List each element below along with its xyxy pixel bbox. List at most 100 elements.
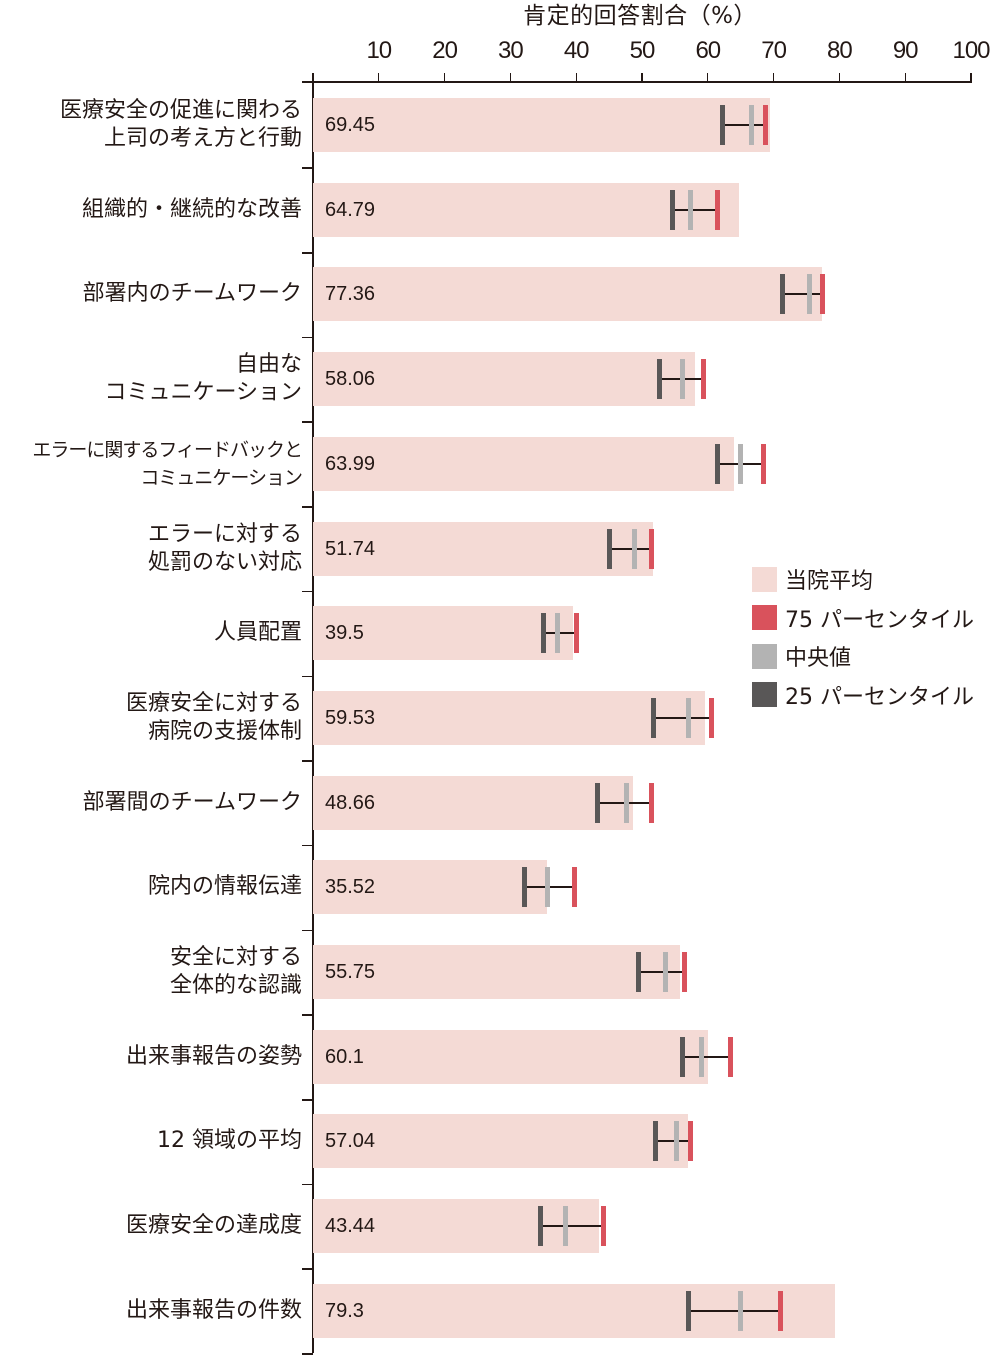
percentile-range-line	[722, 124, 766, 126]
value-label: 59.53	[325, 706, 376, 729]
y-tick-mark	[302, 675, 313, 678]
percentile-range-line	[688, 1309, 781, 1312]
percentile-75-marker	[688, 1121, 694, 1162]
hospital-average-bar	[313, 860, 547, 915]
bar-row: エラーに対する 処罰のない対応 51.74	[0, 521, 992, 576]
x-tick-mark	[509, 73, 511, 82]
value-label: 35.52	[325, 876, 376, 899]
value-label: 55.75	[325, 961, 376, 983]
x-axis-title: 肯定的回答割合（%）	[523, 3, 757, 29]
bar-row: 出来事報告の件数 79.3	[0, 1283, 992, 1338]
bar-row: 人員配置 39.5	[0, 606, 992, 661]
x-tick-mark	[575, 73, 577, 82]
bar-row: 自由な コミュニケーション 58.06	[0, 352, 992, 407]
percentile-range-line	[638, 971, 685, 973]
hospital-average-bar	[313, 1029, 709, 1084]
category-label: 安全に対する 全体的な認識	[169, 945, 302, 998]
percentile-25-marker	[651, 697, 657, 738]
percentile-75-marker	[708, 697, 714, 738]
x-tick-label: 60	[695, 37, 721, 64]
legend: 当院平均 75 パーセンタイル 中央値 25 パーセンタイル	[752, 560, 974, 714]
percentile-25-marker	[537, 1206, 543, 1247]
y-tick-mark	[302, 1268, 313, 1270]
percentile-75-marker	[573, 613, 579, 654]
hospital-average-bar	[313, 267, 823, 322]
median-marker	[632, 528, 638, 569]
bar-row: 組織的・継続的な改善 64.79	[0, 182, 992, 237]
percentile-25-marker	[720, 105, 726, 145]
percentile-range-line	[672, 208, 717, 211]
category-label: 部署間のチームワーク	[82, 789, 302, 815]
percentile-75-marker	[760, 443, 766, 484]
percentile-range-line	[782, 293, 823, 296]
value-label: 58.06	[325, 368, 376, 391]
percentile-25-marker	[715, 443, 721, 484]
x-tick-label: 20	[432, 37, 458, 64]
category-label: 組織的・継続的な改善	[81, 196, 302, 222]
bar-row: 安全に対する 全体的な認識 55.75	[0, 945, 992, 999]
percentile-25-marker	[635, 952, 641, 992]
percentile-75-marker	[820, 274, 826, 315]
bar-row: 医療安全の促進に関わる 上司の考え方と行動 69.45	[0, 98, 992, 152]
category-label: 医療安全の達成度	[125, 1213, 302, 1239]
median-marker	[674, 1121, 680, 1162]
percentile-25-marker	[594, 782, 600, 823]
hospital-average-bar	[313, 775, 634, 830]
category-label: 自由な コミュニケーション	[104, 352, 302, 406]
x-tick-mark	[904, 73, 906, 82]
y-tick-mark	[302, 929, 313, 932]
legend-item: 75 パーセンタイル	[752, 599, 974, 638]
x-tick-mark	[378, 73, 380, 82]
legend-swatch-icon	[752, 643, 777, 669]
percentile-25-marker	[540, 613, 546, 654]
median-marker	[624, 782, 630, 823]
percentile-75-marker	[682, 952, 688, 992]
percentile-25-marker	[669, 189, 675, 230]
bar-row: 医療安全の達成度 43.44	[0, 1199, 992, 1254]
median-marker	[685, 697, 691, 738]
category-label: エラーに対する 処罰のない対応	[147, 521, 302, 575]
y-tick-mark	[302, 1099, 313, 1101]
hospital-average-bar	[313, 352, 696, 407]
category-label: 医療安全の促進に関わる 上司の考え方と行動	[59, 98, 302, 151]
x-tick-label: 50	[629, 37, 656, 64]
percentile-25-marker	[686, 1290, 692, 1331]
legend-label: 中央値	[785, 646, 852, 672]
value-label: 69.45	[325, 114, 376, 136]
percentile-range-line	[597, 801, 652, 804]
category-label: 出来事報告の件数	[125, 1297, 302, 1323]
hospital-average-bar	[313, 945, 680, 999]
percentile-75-marker	[714, 189, 720, 230]
x-tick-mark	[444, 73, 446, 82]
percentile-25-marker	[606, 528, 612, 569]
bar-row: エラーに関するフィードバックと コミュニケーション 63.99	[0, 436, 992, 491]
percentile-75-marker	[778, 1290, 784, 1331]
value-label: 64.79	[325, 198, 376, 221]
percentile-25-marker	[521, 867, 527, 908]
hospital-average-bar	[313, 436, 735, 491]
median-marker	[806, 274, 812, 315]
x-tick-label: 10	[366, 37, 392, 64]
value-label: 51.74	[325, 537, 376, 560]
legend-swatch-icon	[752, 605, 777, 631]
percentile-75-marker	[601, 1206, 607, 1247]
y-tick-mark	[302, 1183, 313, 1186]
y-tick-mark	[302, 506, 313, 508]
value-label: 48.66	[325, 791, 376, 814]
percentile-25-marker	[656, 359, 662, 400]
y-tick-mark	[302, 1014, 313, 1016]
median-marker	[554, 613, 560, 654]
percentile-25-marker	[653, 1121, 659, 1162]
percentile-25-marker	[680, 1036, 686, 1077]
value-label: 77.36	[325, 283, 376, 306]
legend-item: 中央値	[752, 637, 974, 676]
median-marker	[737, 443, 743, 484]
category-label: 人員配置	[213, 620, 302, 646]
hospital-average-bar	[313, 690, 705, 745]
median-marker	[544, 867, 550, 908]
percentile-range-line	[609, 547, 652, 550]
percentile-25-marker	[779, 274, 785, 315]
x-tick-mark	[707, 73, 709, 82]
percentile-75-marker	[571, 867, 577, 908]
